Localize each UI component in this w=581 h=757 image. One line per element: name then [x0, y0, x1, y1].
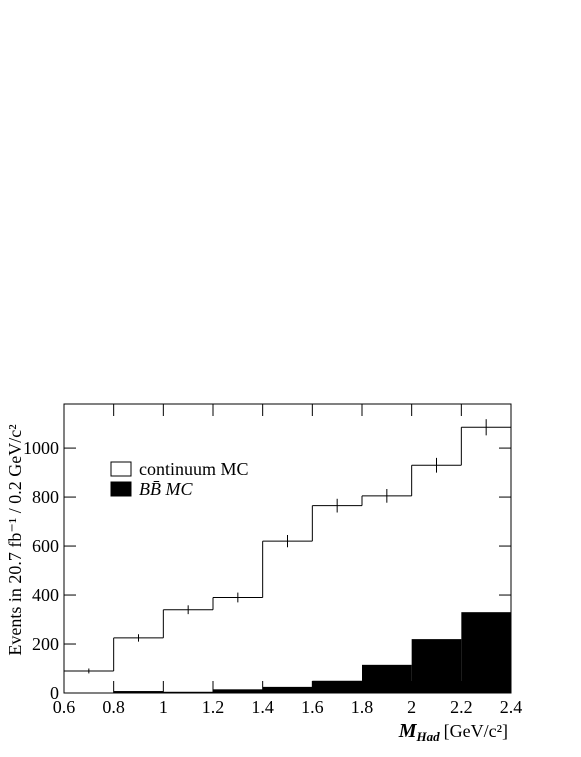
y-tick-label: 600: [32, 536, 59, 556]
bar: [312, 681, 362, 693]
y-tick-label: 200: [32, 634, 59, 654]
x-tick-label: 1: [159, 697, 168, 717]
x-tick-label: 1.2: [202, 697, 225, 717]
y-tick-label: 800: [32, 487, 59, 507]
legend-label: continuum MC: [139, 459, 249, 479]
bar: [163, 692, 213, 693]
legend-label: BB̄ MC: [139, 479, 193, 499]
x-label-subscript: Had: [416, 729, 441, 744]
bar: [461, 612, 511, 693]
y-tick-label: 1000: [23, 438, 59, 458]
x-tick-label: 0.6: [53, 697, 76, 717]
x-tick-label: 1.6: [301, 697, 324, 717]
x-tick-label: 2.4: [500, 697, 523, 717]
x-tick-label: 1.8: [351, 697, 374, 717]
bar: [114, 691, 164, 693]
x-tick-label: 2: [407, 697, 416, 717]
x-tick-label: 2.2: [450, 697, 473, 717]
x-tick-label: 1.4: [251, 697, 274, 717]
x-axis-label: MHad[GeV/c²]: [398, 720, 508, 744]
bar: [412, 639, 462, 693]
bar: [263, 687, 313, 693]
y-axis-label: Events in 20.7 fb⁻¹ / 0.2 GeV/c²: [5, 424, 25, 655]
x-tick-label: 0.8: [102, 697, 125, 717]
legend-swatch: [111, 462, 131, 476]
y-tick-label: 400: [32, 585, 59, 605]
bar: [213, 689, 263, 693]
bar: [362, 665, 412, 693]
x-label-unit: [GeV/c²]: [444, 721, 508, 741]
legend-swatch: [111, 482, 131, 496]
x-label-symbol: M: [398, 720, 418, 742]
